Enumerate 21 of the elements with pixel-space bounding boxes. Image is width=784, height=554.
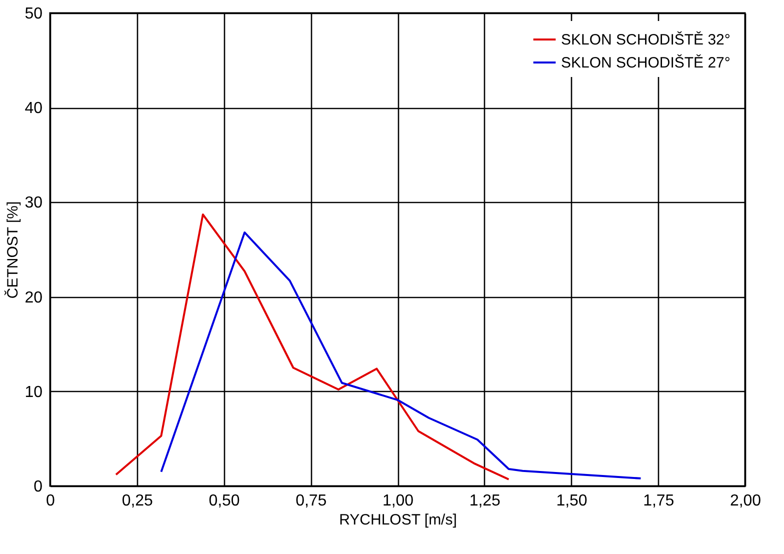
x-tick-label: 0,50	[208, 492, 240, 510]
y-tick-label: 10	[24, 384, 43, 401]
x-tick-label: 0,75	[296, 492, 327, 510]
line-series	[160, 231, 642, 480]
legend-label: SKLON SCHODIŠTĚ 32°	[561, 30, 730, 48]
y-tick-label: 30	[24, 194, 43, 212]
x-tick-label: 1,25	[469, 492, 501, 510]
legend-label: SKLON SCHODIŠTĚ 27°	[561, 54, 730, 72]
x-tick-label: 1,00	[382, 492, 414, 510]
x-tick-label: 0	[46, 492, 56, 510]
y-tick-label: 40	[24, 100, 43, 118]
y-tick-label: 0	[34, 478, 43, 496]
x-tick-label: 0,25	[122, 492, 154, 510]
x-tick-label: 2,00	[730, 492, 762, 510]
x-tick-label: 1,50	[556, 492, 588, 510]
y-tick-label: 50	[24, 6, 43, 22]
line-series	[115, 214, 510, 480]
x-axis-title: RYCHLOST [m/s]	[339, 512, 457, 528]
y-tick-label: 20	[24, 289, 43, 306]
x-tick-label: 1,75	[643, 492, 674, 510]
y-axis-title: ČETNOST [%]	[4, 201, 22, 299]
